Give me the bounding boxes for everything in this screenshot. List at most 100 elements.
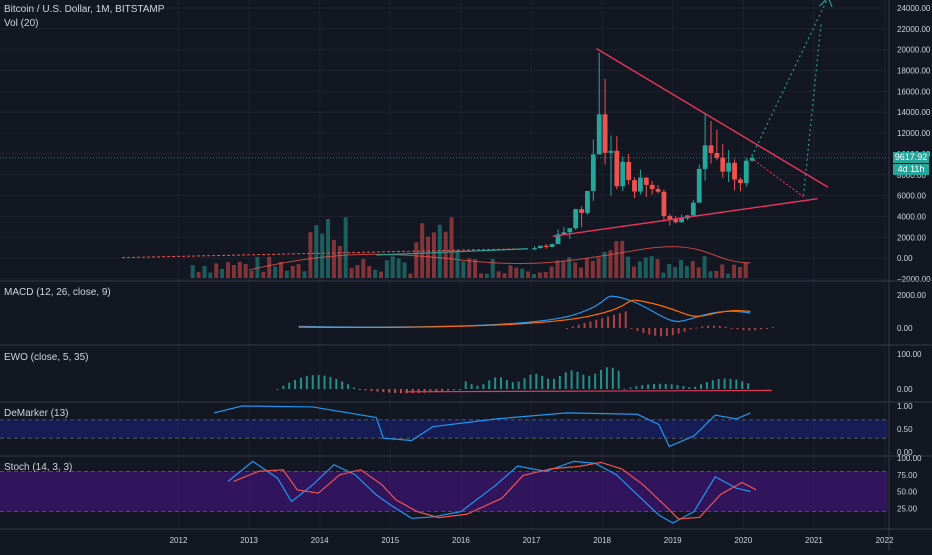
symbol-title: Bitcoin / U.S. Dollar, 1M, BITSTAMP bbox=[4, 4, 165, 15]
volume-bar bbox=[579, 267, 584, 278]
time-axis-tick: 2012 bbox=[170, 536, 188, 545]
candle-body bbox=[543, 245, 549, 247]
candles bbox=[532, 52, 755, 251]
candle-body bbox=[679, 218, 684, 223]
ewo-bar bbox=[394, 389, 397, 393]
volume-bar bbox=[261, 271, 266, 278]
candle-body bbox=[602, 114, 608, 153]
ewo-bar bbox=[641, 385, 644, 389]
candle-body bbox=[726, 162, 732, 172]
candle-body bbox=[590, 154, 596, 191]
ewo-bar bbox=[347, 384, 350, 389]
ewo-bar bbox=[282, 385, 285, 389]
candle-body bbox=[749, 157, 755, 161]
time-axis-tick: 2018 bbox=[593, 536, 611, 545]
ewo-bar bbox=[547, 378, 550, 389]
volume-bar bbox=[549, 266, 554, 278]
macd-histogram-bar bbox=[607, 316, 610, 328]
macd-histogram-bar bbox=[707, 325, 710, 328]
ewo-bar bbox=[576, 371, 579, 389]
macd-histogram-bar bbox=[730, 328, 733, 329]
volume-bar bbox=[473, 259, 478, 278]
volume-bar bbox=[708, 271, 713, 278]
ewo-bar bbox=[529, 374, 532, 389]
volume-bar bbox=[649, 256, 654, 278]
volume-bar bbox=[296, 264, 301, 278]
ewo-bar bbox=[376, 389, 379, 392]
upper-trendline bbox=[596, 48, 829, 188]
ewo-bar bbox=[364, 389, 367, 391]
ewo-bar bbox=[664, 383, 667, 389]
volume-bar bbox=[573, 262, 578, 278]
ewo-bar bbox=[517, 381, 520, 389]
ewo-bar bbox=[594, 373, 597, 389]
volume-bar bbox=[720, 264, 725, 278]
ewo-bar bbox=[558, 376, 561, 389]
candle-body bbox=[643, 177, 649, 185]
candle-body bbox=[561, 232, 567, 235]
volume-bar bbox=[620, 240, 625, 278]
volume-bar bbox=[667, 264, 672, 278]
volume-bar bbox=[567, 257, 572, 278]
ewo-bar bbox=[317, 375, 320, 389]
macd-histogram-bar bbox=[630, 328, 633, 329]
volume-bar bbox=[596, 257, 601, 278]
macd-histogram-bar bbox=[724, 326, 727, 328]
candle-body bbox=[620, 161, 626, 187]
stoch-k-line bbox=[227, 460, 751, 524]
ewo-bar bbox=[564, 372, 567, 389]
candle-body bbox=[549, 244, 555, 247]
macd-histogram-bar bbox=[748, 328, 751, 331]
candle-body bbox=[573, 209, 579, 229]
volume-bar bbox=[231, 265, 236, 278]
ewo-bar bbox=[570, 370, 573, 389]
ewo-bar bbox=[299, 377, 302, 389]
volume-bar bbox=[355, 265, 360, 278]
macd-histogram-bar bbox=[642, 328, 645, 333]
volume-bar bbox=[208, 272, 213, 278]
macd-histogram-bar bbox=[754, 328, 757, 331]
demarker-title: DeMarker (13) bbox=[4, 408, 69, 419]
candle-body bbox=[738, 179, 743, 184]
volume-bar bbox=[537, 272, 542, 278]
candle-body bbox=[537, 245, 543, 249]
lower-trendline bbox=[552, 198, 818, 237]
volume-bar bbox=[673, 266, 678, 278]
candle-body bbox=[596, 114, 602, 155]
ewo-bar bbox=[729, 378, 732, 389]
stoch-band bbox=[0, 471, 888, 512]
volume-bar bbox=[661, 272, 666, 278]
ewo-bar bbox=[658, 383, 661, 389]
last-price-badge: 9617.92 bbox=[893, 152, 929, 163]
volume-bar bbox=[684, 266, 689, 278]
volume-bar bbox=[273, 266, 278, 278]
volume-bar bbox=[614, 241, 619, 278]
ewo-bar bbox=[311, 375, 314, 389]
ewo-bar bbox=[441, 389, 444, 392]
ewo-bar bbox=[605, 367, 608, 389]
volume-bar bbox=[584, 258, 589, 278]
candle-body bbox=[555, 234, 561, 245]
volume-bar bbox=[631, 266, 636, 278]
ewo-bar bbox=[600, 369, 603, 389]
volume-bar bbox=[479, 273, 484, 278]
ewo-bar bbox=[535, 373, 538, 389]
ewo-bar bbox=[705, 382, 708, 389]
stoch-axis-tick: 75.00 bbox=[897, 471, 918, 480]
volume-bar bbox=[278, 261, 283, 278]
volume-bar bbox=[343, 217, 348, 278]
candle-body bbox=[708, 145, 714, 153]
price-axis-tick: 8000.00 bbox=[897, 171, 926, 180]
volume-bar bbox=[543, 272, 548, 278]
projection-arrow-head bbox=[819, 0, 833, 8]
ewo-bar bbox=[588, 375, 591, 389]
volume-bar bbox=[349, 268, 354, 278]
ewo-bar bbox=[476, 385, 479, 389]
volume-bar bbox=[378, 271, 383, 278]
macd-histogram-bar bbox=[601, 318, 604, 328]
volume-bar bbox=[390, 256, 395, 278]
volume-bar bbox=[308, 232, 313, 278]
macd-histogram-bar bbox=[589, 321, 592, 328]
